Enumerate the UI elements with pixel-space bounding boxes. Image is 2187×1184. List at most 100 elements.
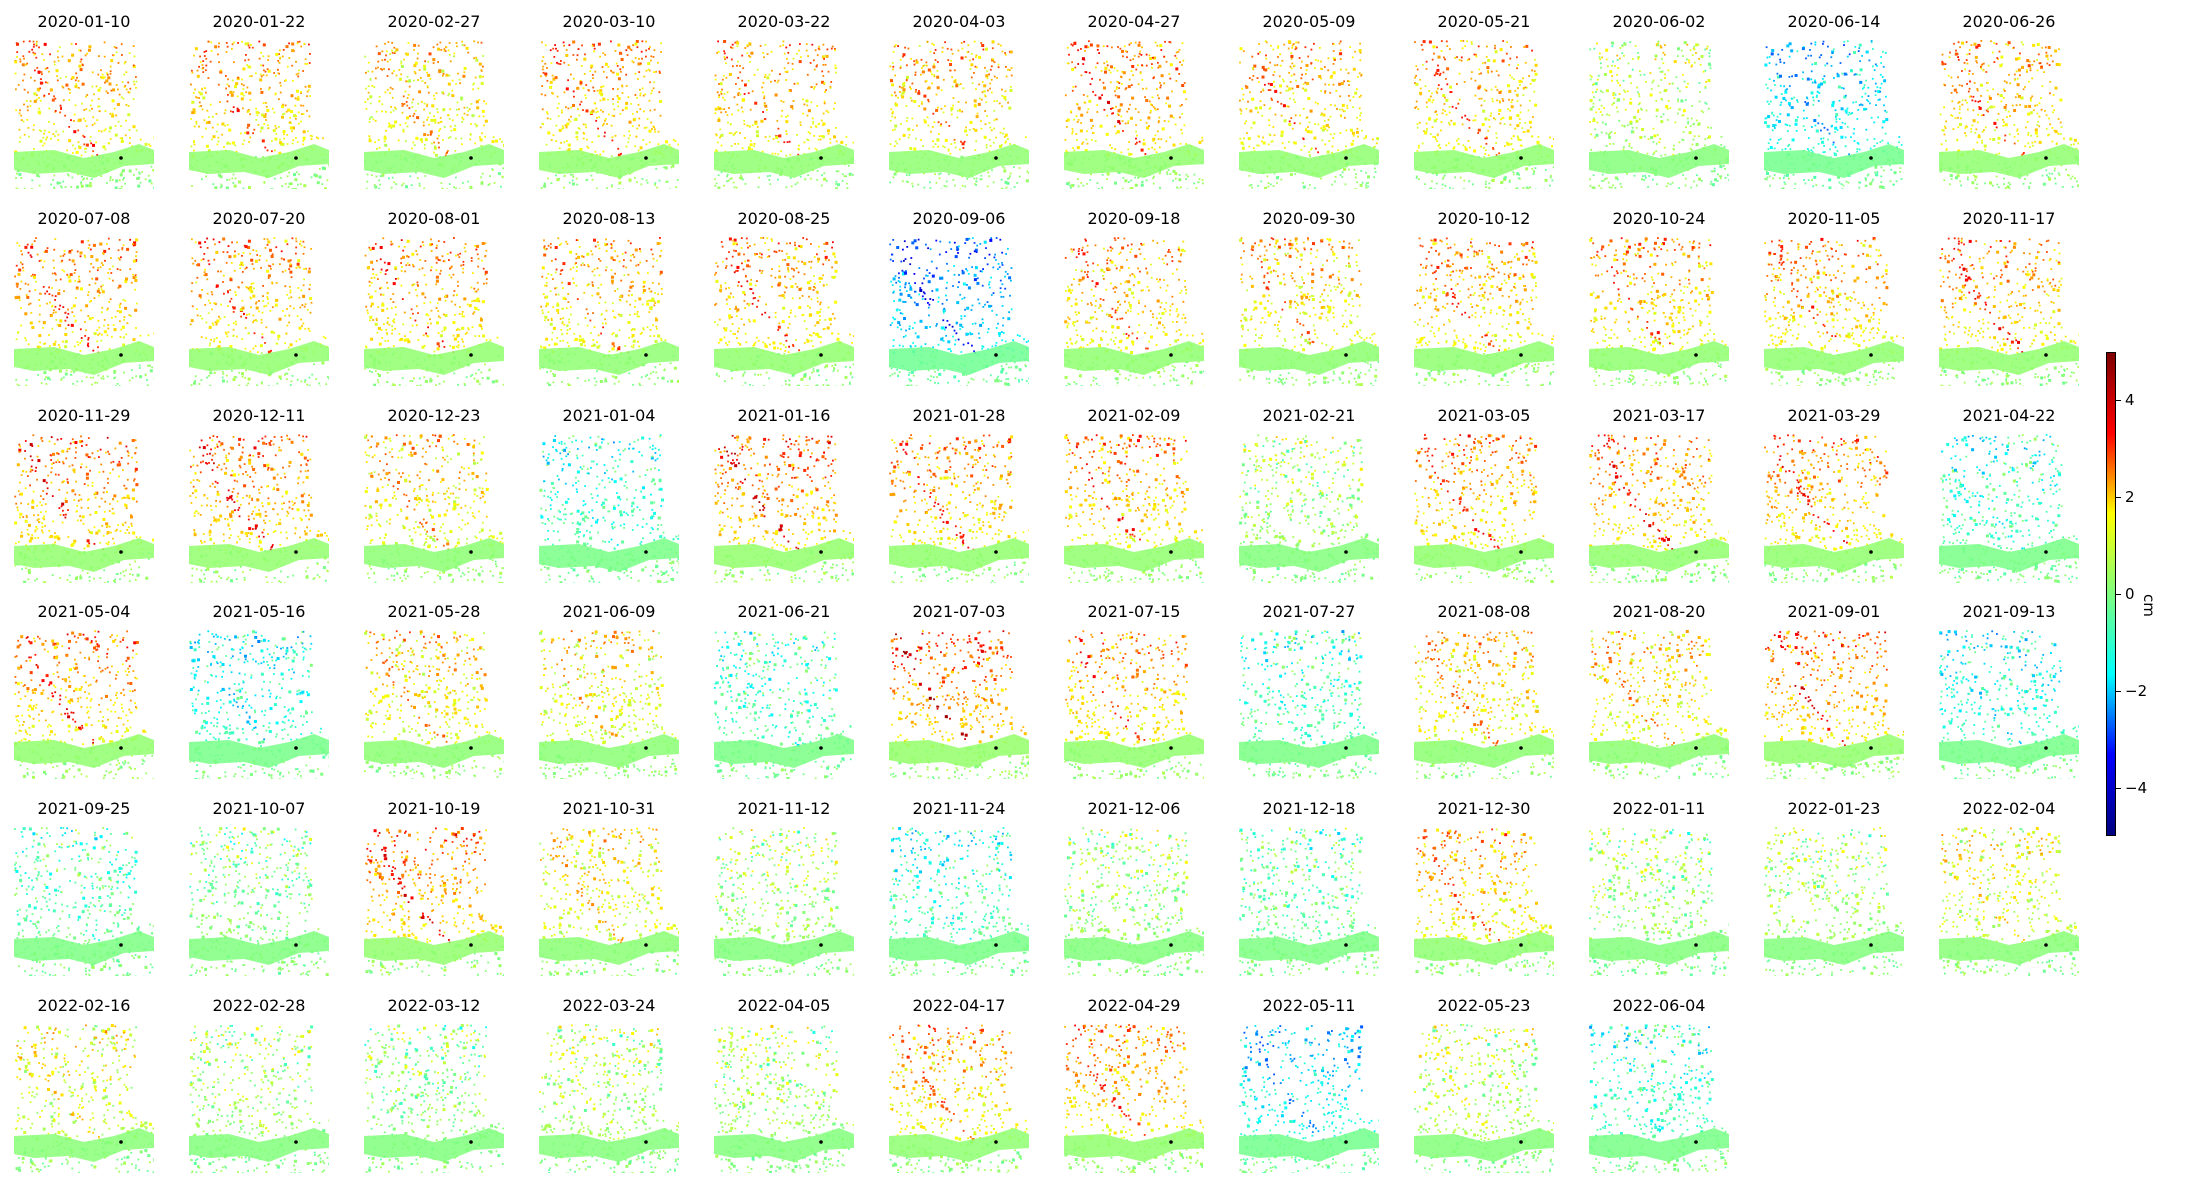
displacement-pixel — [1248, 145, 1251, 148]
displacement-pixel — [1291, 87, 1294, 90]
displacement-pixel — [771, 152, 774, 155]
displacement-pixel — [1278, 75, 1281, 78]
displacement-pixel — [1102, 81, 1105, 84]
displacement-pixel — [1494, 118, 1497, 121]
displacement-pixel — [245, 91, 248, 94]
displacement-pixel — [1013, 186, 1016, 188]
displacement-pixel — [1077, 119, 1080, 121]
displacement-pixel — [38, 175, 41, 178]
displacement-pixel — [788, 140, 791, 143]
displacement-pixel — [952, 97, 955, 99]
displacement-pixel — [1261, 75, 1265, 79]
displacement-pixel — [933, 52, 936, 54]
displacement-pixel — [920, 73, 922, 76]
displacement-pixel — [1480, 145, 1482, 148]
displacement-pixel — [307, 89, 310, 92]
displacement-pixel — [742, 98, 746, 102]
displacement-pixel — [589, 111, 593, 114]
displacement-pixel — [1186, 188, 1189, 189]
displacement-pixel — [929, 50, 932, 53]
displacement-pixel — [83, 109, 86, 111]
displacement-pixel — [1288, 141, 1290, 143]
displacement-pixel — [1620, 186, 1623, 188]
displacement-pixel — [931, 82, 933, 85]
displacement-pixel — [761, 150, 764, 153]
displacement-pixel — [414, 109, 417, 112]
displacement-pixel — [399, 77, 402, 81]
displacement-pixel — [241, 40, 243, 43]
displacement-pixel — [463, 112, 466, 115]
displacement-pixel — [596, 116, 598, 119]
displacement-pixel — [1274, 113, 1277, 116]
displacement-pixel — [1515, 93, 1518, 96]
displacement-pixel — [133, 174, 135, 176]
displacement-pixel — [300, 104, 302, 107]
displacement-pixel — [1135, 68, 1138, 71]
displacement-pixel — [806, 73, 809, 76]
displacement-pixel — [648, 141, 651, 144]
displacement-pixel — [654, 130, 657, 133]
displacement-pixel — [1331, 151, 1333, 154]
displacement-pixel — [993, 100, 996, 103]
displacement-pixel — [763, 97, 765, 100]
displacement-pixel — [193, 54, 195, 57]
displacement-pixel — [1279, 64, 1282, 67]
displacement-pixel — [852, 141, 854, 144]
displacement-pixel — [632, 118, 636, 122]
displacement-pixel — [290, 94, 294, 98]
displacement-pixel — [1484, 117, 1488, 121]
displacement-pixel — [1248, 174, 1251, 177]
panel-date-title: 2020-06-02 — [1579, 12, 1739, 31]
displacement-pixel — [959, 83, 962, 85]
displacement-pixel — [258, 57, 261, 60]
displacement-pixel — [1461, 116, 1463, 119]
displacement-pixel — [582, 87, 585, 90]
displacement-pixel — [731, 43, 734, 46]
displacement-pixel — [659, 100, 663, 103]
displacement-pixel — [1605, 58, 1608, 61]
displacement-pixel — [1702, 70, 1705, 73]
displacement-pixel — [781, 109, 784, 112]
displacement-pixel — [1448, 111, 1451, 114]
displacement-pixel — [1310, 62, 1313, 65]
displacement-pixel — [1086, 111, 1089, 114]
displacement-pixel — [1159, 188, 1161, 189]
displacement-pixel — [124, 85, 127, 87]
displacement-pixel — [603, 135, 606, 138]
displacement-pixel — [1440, 50, 1443, 52]
displacement-pixel — [1614, 132, 1616, 134]
displacement-pixel — [1254, 106, 1258, 110]
displacement-pixel — [1598, 108, 1601, 110]
displacement-pixel — [246, 64, 248, 66]
displacement-pixel — [1434, 111, 1437, 113]
displacement-pixel — [952, 104, 954, 107]
displacement-pixel — [1101, 173, 1104, 176]
displacement-pixel — [442, 108, 446, 112]
displacement-pixel — [274, 92, 277, 95]
displacement-pixel — [1197, 181, 1200, 183]
displacement-pixel — [1154, 134, 1157, 137]
displacement-pixel — [194, 88, 196, 91]
displacement-pixel — [1354, 91, 1358, 95]
displacement-pixel — [739, 71, 742, 74]
displacement-pixel — [1339, 40, 1342, 43]
displacement-pixel — [1444, 96, 1446, 99]
displacement-pixel — [608, 113, 610, 116]
displacement-pixel — [771, 69, 773, 72]
displacement-pixel — [1487, 71, 1490, 74]
displacement-pixel — [1445, 40, 1448, 43]
displacement-pixel — [226, 83, 229, 86]
displacement-pixel — [989, 68, 992, 71]
displacement-pixel — [823, 177, 827, 181]
displacement-pixel — [1473, 53, 1476, 56]
displacement-pixel — [1838, 181, 1841, 184]
displacement-pixel — [999, 144, 1002, 148]
displacement-pixel — [834, 67, 837, 70]
displacement-pixel — [823, 55, 826, 57]
displacement-pixel — [413, 64, 417, 68]
displacement-pixel — [754, 121, 757, 124]
displacement-pixel — [212, 135, 216, 139]
displacement-pixel — [1435, 71, 1438, 74]
displacement-pixel — [736, 64, 738, 67]
displacement-pixel — [1149, 57, 1153, 60]
